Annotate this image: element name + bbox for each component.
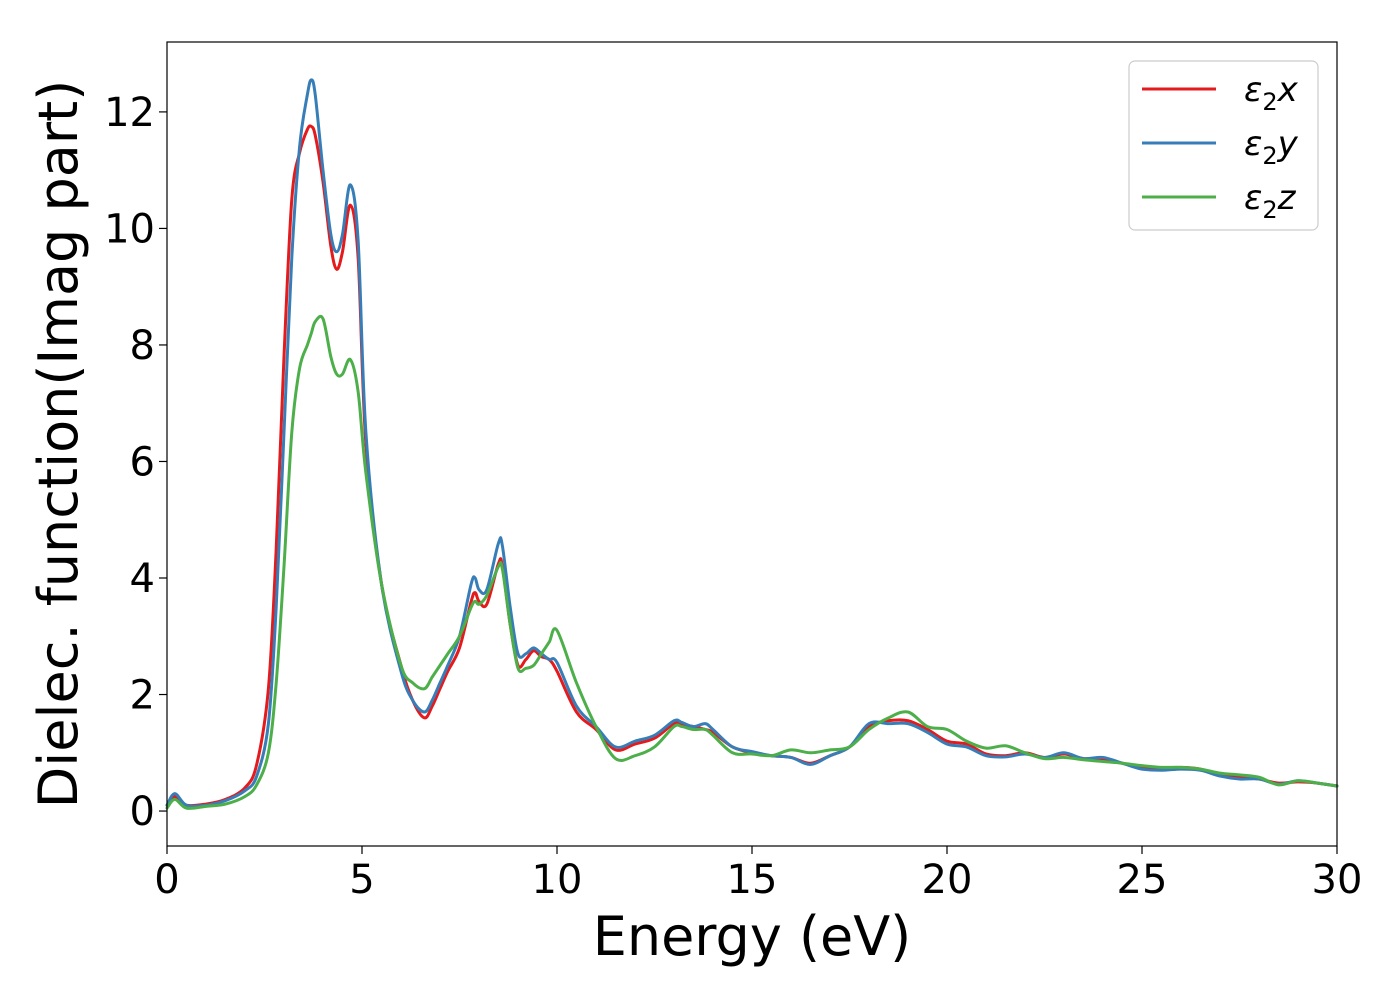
x-tick-label: 30 <box>1312 857 1363 903</box>
legend-label-z: ε2z <box>1244 178 1297 224</box>
y-tick-label: 6 <box>130 439 155 485</box>
series-line-y <box>165 78 1339 808</box>
x-tick-label: 5 <box>349 857 374 903</box>
series-line-z <box>165 314 1339 810</box>
legend-label-base: ε <box>1244 70 1262 110</box>
x-tick-label: 20 <box>922 857 973 903</box>
y-tick-label: 10 <box>104 206 155 252</box>
y-tick-label: 12 <box>104 90 155 136</box>
legend-label-tail: y <box>1277 124 1299 164</box>
x-tick-label: 10 <box>532 857 583 903</box>
y-axis: 0 2 4 6 8 10 12 <box>104 90 167 835</box>
x-axis-title: Energy (eV) <box>593 905 912 968</box>
legend-box <box>1128 60 1319 231</box>
legend-label-tail: z <box>1277 178 1297 218</box>
x-axis: 0 5 10 15 20 25 30 <box>154 846 1362 903</box>
x-tick-label: 0 <box>154 857 179 903</box>
legend-label-x: ε2x <box>1244 70 1299 116</box>
legend-label-base: ε <box>1244 124 1262 164</box>
legend-label-base: ε <box>1244 178 1262 218</box>
y-tick-label: 8 <box>130 323 155 369</box>
y-axis-title: Dielec. function(Imag part) <box>27 80 90 809</box>
legend-label-subscript: 2 <box>1262 142 1277 170</box>
x-tick-label: 25 <box>1117 857 1168 903</box>
series-layer <box>165 78 1339 810</box>
legend-label-tail: x <box>1277 70 1299 110</box>
legend-label-y: ε2y <box>1244 124 1299 170</box>
legend-label-subscript: 2 <box>1262 88 1277 116</box>
y-tick-label: 2 <box>130 673 155 719</box>
legend-label-subscript: 2 <box>1262 196 1277 224</box>
y-tick-label: 0 <box>130 789 155 835</box>
x-tick-label: 15 <box>727 857 778 903</box>
y-tick-label: 4 <box>130 556 155 602</box>
